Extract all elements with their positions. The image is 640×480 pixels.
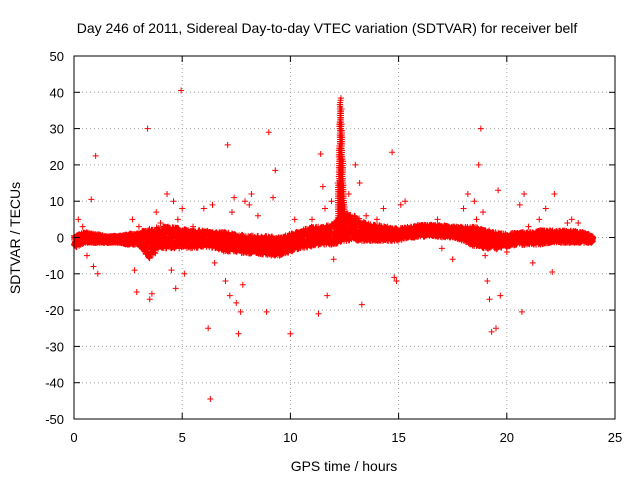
grid-lines (74, 56, 615, 419)
data-points (71, 87, 597, 403)
